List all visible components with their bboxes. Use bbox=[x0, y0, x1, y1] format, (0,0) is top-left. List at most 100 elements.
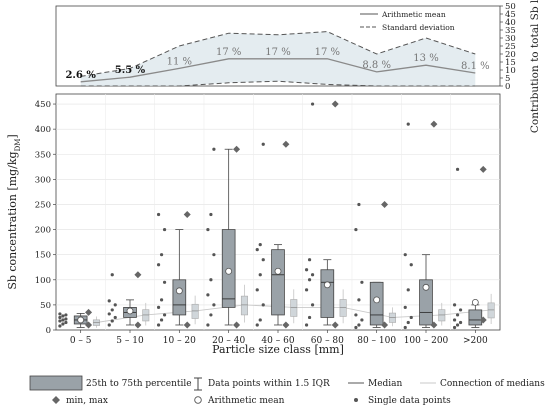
data-point bbox=[258, 243, 262, 247]
conc-y-tick-label: 150 bbox=[35, 251, 51, 261]
legend-minmax-diamond bbox=[52, 396, 60, 404]
data-point bbox=[258, 318, 262, 322]
data-point bbox=[58, 319, 62, 323]
data-point bbox=[360, 318, 364, 322]
mean-marker bbox=[225, 267, 233, 275]
data-point bbox=[113, 315, 117, 320]
legend-mean-label: Arithmetic mean bbox=[381, 10, 446, 19]
legend-minmax-label: min, max bbox=[66, 396, 108, 406]
data-point bbox=[61, 318, 65, 322]
light-box bbox=[191, 303, 199, 319]
data-point bbox=[261, 142, 265, 146]
light-box bbox=[487, 302, 495, 319]
iqr-box bbox=[419, 279, 433, 326]
load-y-tick-label: 45 bbox=[505, 10, 516, 20]
data-point bbox=[455, 323, 460, 327]
load-y-tick-label: 50 bbox=[505, 2, 516, 12]
minmax-diamond bbox=[282, 140, 290, 148]
data-point bbox=[310, 102, 315, 106]
data-point bbox=[209, 278, 213, 282]
data-point bbox=[107, 312, 111, 316]
x-tick-label: >200 bbox=[463, 336, 488, 346]
light-box bbox=[240, 295, 248, 316]
x-tick-label: 0 – 5 bbox=[70, 336, 92, 346]
x-tick-label: 20 – 40 bbox=[212, 336, 245, 346]
conc-y-tick-label: 100 bbox=[35, 276, 51, 286]
load-y-tick-label: 40 bbox=[505, 18, 516, 28]
data-point bbox=[452, 318, 457, 322]
minmax-diamond bbox=[479, 316, 487, 324]
load-y-tick-label: 20 bbox=[505, 50, 516, 60]
minmax-diamond bbox=[134, 321, 142, 329]
data-point bbox=[406, 122, 410, 126]
data-point bbox=[409, 315, 413, 320]
data-point bbox=[354, 325, 358, 330]
percent-label: 5.5 % bbox=[115, 65, 146, 76]
data-point bbox=[406, 288, 410, 292]
minmax-diamond bbox=[430, 120, 438, 128]
percent-label: 8.1 % bbox=[461, 61, 490, 72]
x-tick-label: 10 – 20 bbox=[163, 336, 196, 346]
legend-sd-label: Standard deviation bbox=[382, 23, 455, 32]
data-point bbox=[403, 253, 407, 257]
light-box bbox=[142, 309, 150, 322]
mean-marker bbox=[422, 283, 430, 291]
conc-y-label-sub: DM bbox=[14, 139, 22, 152]
iqr-box bbox=[320, 269, 335, 318]
mean-marker bbox=[175, 287, 183, 295]
data-point bbox=[61, 314, 65, 318]
legend-whisker-label: Data points within 1.5 IQR bbox=[208, 379, 330, 389]
data-point bbox=[357, 323, 361, 327]
mean-marker bbox=[274, 267, 282, 275]
data-point bbox=[206, 293, 210, 297]
box-panel: 0 50 100 150 200 250 300 350 400 450 0 – 5 5 – 10 1… bbox=[6, 93, 501, 356]
light-box bbox=[438, 309, 446, 322]
x-tick-label: 100 – 200 bbox=[404, 336, 449, 346]
data-point bbox=[212, 147, 216, 151]
data-point bbox=[58, 324, 62, 328]
percent-label: 8.8 % bbox=[362, 60, 391, 71]
data-point bbox=[110, 319, 114, 323]
data-point bbox=[159, 253, 164, 257]
percent-label: 11 % bbox=[167, 56, 192, 67]
minmax-diamond bbox=[85, 308, 93, 316]
mean-line bbox=[80, 58, 476, 83]
load-y-tick-label: 15 bbox=[505, 58, 516, 68]
data-point bbox=[156, 212, 161, 217]
data-point bbox=[206, 227, 210, 232]
legend-whisker-icon bbox=[194, 377, 202, 391]
data-point bbox=[310, 303, 315, 307]
data-point bbox=[258, 273, 262, 277]
conc-y-tick-label: 300 bbox=[35, 175, 51, 185]
legend-point-dot bbox=[354, 398, 358, 402]
data-point bbox=[159, 318, 164, 322]
mean-marker bbox=[471, 298, 479, 306]
data-point bbox=[206, 323, 210, 327]
legend-connection-label: Connection of medians bbox=[440, 379, 545, 389]
data-point bbox=[307, 258, 312, 262]
light-box bbox=[290, 299, 298, 317]
data-point bbox=[212, 253, 216, 257]
legend-median-label: Median bbox=[368, 379, 403, 389]
x-tick-label: 60 – 80 bbox=[311, 336, 344, 346]
mean-marker bbox=[373, 296, 381, 304]
percent-label: 17 % bbox=[265, 47, 290, 58]
mean-marker bbox=[126, 307, 134, 315]
data-point bbox=[261, 258, 265, 262]
minmax-diamond bbox=[479, 165, 487, 173]
load-y-tick-label: 10 bbox=[505, 66, 516, 76]
data-point bbox=[64, 320, 68, 325]
data-point bbox=[64, 317, 68, 321]
box-legend: 25th to 75th percentile Data points with… bbox=[29, 375, 545, 406]
data-point bbox=[357, 298, 361, 302]
minmax-diamond bbox=[381, 321, 389, 329]
x-axis-label: Particle size class [mm] bbox=[212, 343, 344, 356]
load-legend: Arithmetic mean Standard deviation bbox=[360, 10, 455, 32]
data-point bbox=[403, 305, 407, 310]
legend-box-label: 25th to 75th percentile bbox=[86, 379, 192, 389]
data-point bbox=[110, 308, 114, 312]
